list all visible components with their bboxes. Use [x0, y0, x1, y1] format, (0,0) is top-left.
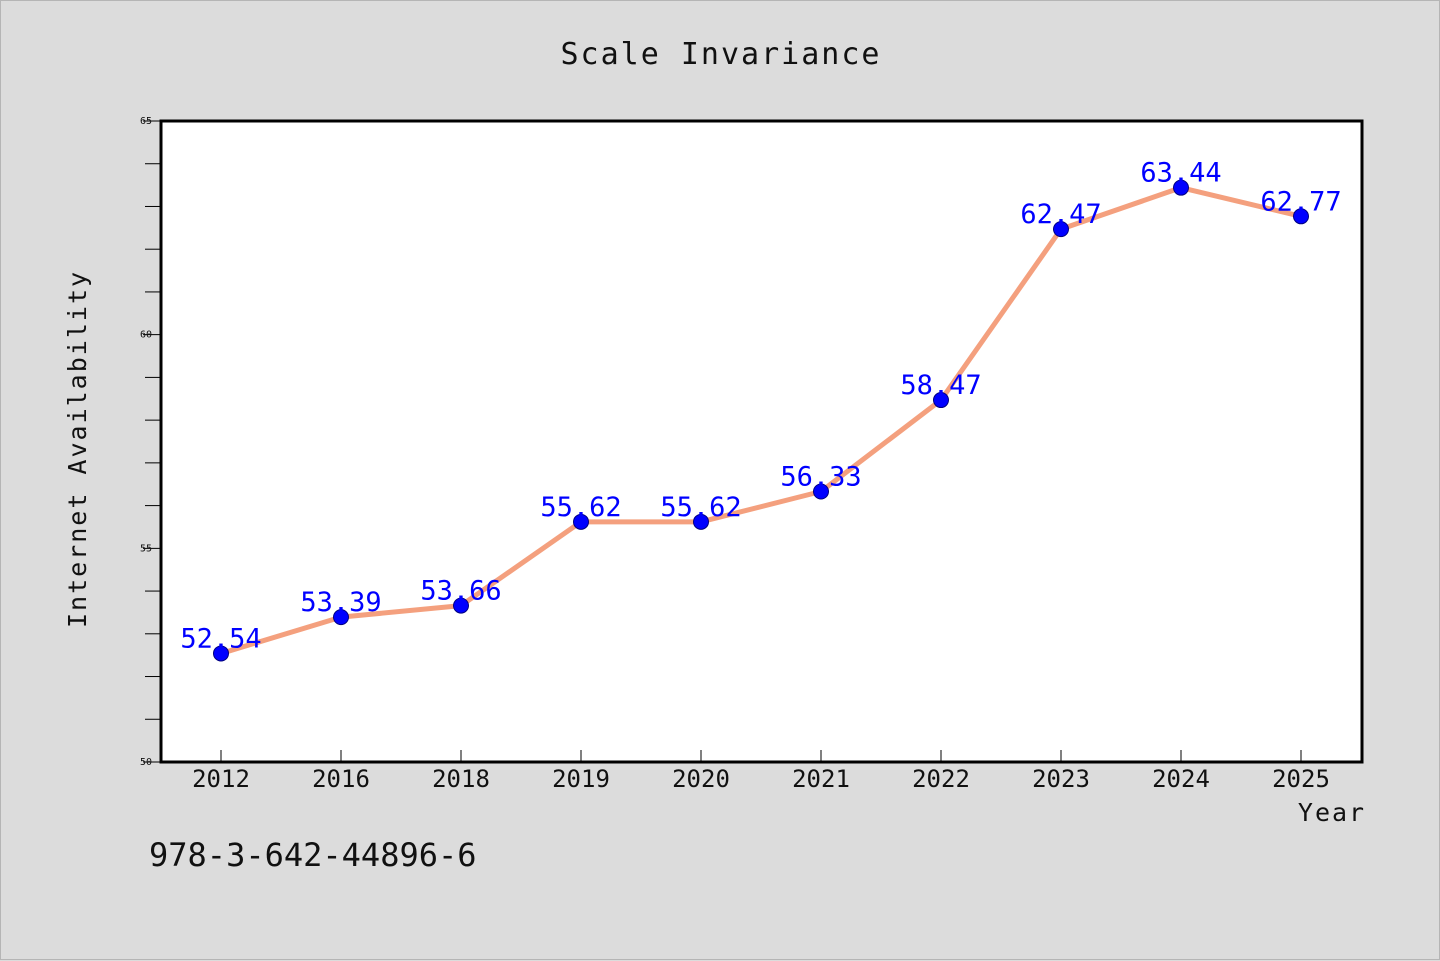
data-label: 52.54	[180, 623, 261, 654]
x-tick-label: 2018	[432, 765, 490, 793]
x-axis: 2012 2016 2018 2019 2020 2021 2022 2023 2024 2025	[192, 750, 1330, 793]
x-tick-label: 2025	[1272, 765, 1330, 793]
data-point	[933, 392, 949, 409]
data-label: 53.66	[420, 576, 501, 607]
y-tick-label: 50	[140, 757, 152, 768]
data-label: 63.44	[1140, 158, 1221, 189]
data-point	[213, 645, 229, 662]
data-point	[573, 513, 589, 530]
y-tick-label: 60	[140, 330, 152, 341]
plot-area	[159, 119, 1364, 764]
data-point	[813, 483, 829, 500]
series-line	[218, 185, 1304, 656]
x-axis-label: Year	[1298, 798, 1366, 827]
series-layer	[213, 179, 1309, 662]
data-label: 56.33	[780, 461, 861, 492]
data-point	[333, 609, 349, 626]
data-point	[1173, 179, 1189, 196]
x-tick-label: 2016	[312, 765, 370, 793]
data-point	[693, 513, 709, 530]
y-axis-label: Internet Availability	[63, 270, 92, 628]
x-tick-label: 2023	[1032, 765, 1090, 793]
data-point	[453, 597, 469, 614]
data-label: 62.77	[1260, 186, 1341, 217]
data-label: 55.62	[660, 492, 741, 523]
data-label: 58.47	[900, 370, 981, 401]
y-axis: 50 55 60 65	[140, 116, 161, 768]
data-point	[1293, 208, 1309, 225]
x-tick-label: 2019	[552, 765, 610, 793]
data-labels-layer: 52.54 53.39 53.66 55.62 55.62 56.33 58.47 62.47…	[180, 158, 1341, 655]
data-label: 53.39	[300, 587, 381, 618]
x-tick-label: 2020	[672, 765, 730, 793]
data-point	[1053, 221, 1069, 238]
data-label: 55.62	[540, 492, 621, 523]
x-tick-label: 2022	[912, 765, 970, 793]
y-tick-label: 65	[140, 116, 152, 127]
chart-title: Scale Invariance	[561, 37, 882, 72]
x-tick-label: 2024	[1152, 765, 1210, 793]
y-tick-label: 55	[140, 543, 152, 554]
x-tick-label: 2021	[792, 765, 850, 793]
footer-isbn: 978-3-642-44896-6	[149, 836, 477, 874]
data-label: 62.47	[1020, 199, 1101, 230]
x-tick-label: 2012	[192, 765, 250, 793]
